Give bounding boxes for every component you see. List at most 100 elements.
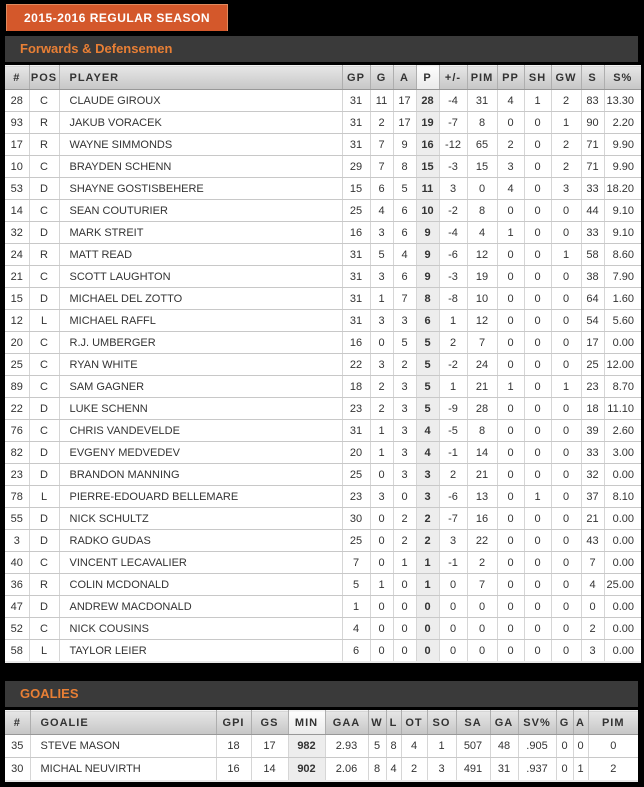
skater-cell-pp: 4 [497, 177, 525, 200]
skater-cell-gw: 0 [551, 309, 582, 332]
skater-cell-p: 3 [416, 485, 440, 508]
skater-cell-player: RADKO GUDAS [59, 529, 343, 552]
skater-cell-pim: 10 [467, 287, 498, 310]
skater-cell-gp: 29 [342, 155, 371, 178]
skater-cell-pp: 0 [497, 419, 525, 442]
goalie-cell-num: 35 [5, 734, 31, 758]
skater-cell-a: 7 [393, 287, 417, 310]
skater-cell-player: SHAYNE GOSTISBEHERE [59, 177, 343, 200]
skater-cell-plusminus: -6 [439, 243, 468, 266]
skater-cell-spct: 12.00 [604, 353, 641, 376]
skater-cell-player: NICK SCHULTZ [59, 507, 343, 530]
skater-cell-gw: 0 [551, 463, 582, 486]
goalie-cell-g: 0 [556, 757, 574, 782]
skater-cell-gp: 31 [342, 133, 371, 156]
skater-cell-num: 3 [5, 529, 30, 552]
skater-row: 53 D SHAYNE GOSTISBEHERE 15 6 5 11 3 0 4 0 3 33 18.20 [5, 177, 641, 200]
skater-cell-pim: 21 [467, 375, 498, 398]
skater-col-header-pos: POS [29, 65, 60, 90]
skater-col-header-s: S [581, 65, 605, 90]
skater-cell-s: 90 [581, 111, 605, 134]
skater-cell-pim: 24 [467, 353, 498, 376]
skater-cell-gp: 20 [342, 441, 371, 464]
goalie-cell-min: 982 [288, 734, 326, 758]
skater-cell-p: 8 [416, 287, 440, 310]
skater-cell-pp: 0 [497, 287, 525, 310]
goalie-col-header-g: G [556, 710, 574, 735]
skater-cell-a: 3 [393, 463, 417, 486]
skater-cell-gp: 31 [342, 287, 371, 310]
skater-cell-g: 0 [370, 507, 394, 530]
goalie-col-header-so: SO [427, 710, 457, 735]
goalie-cell-svpct: .905 [518, 734, 557, 758]
skater-cell-a: 0 [393, 639, 417, 663]
skater-cell-pos: D [29, 287, 60, 310]
skater-cell-pos: C [29, 551, 60, 574]
skater-cell-p: 15 [416, 155, 440, 178]
skater-cell-pim: 15 [467, 155, 498, 178]
skater-cell-sh: 1 [524, 89, 552, 112]
skater-cell-num: 17 [5, 133, 30, 156]
skater-col-header-sh: SH [524, 65, 552, 90]
skater-cell-pp: 0 [497, 617, 525, 640]
skater-cell-p: 0 [416, 617, 440, 640]
skater-cell-player: CLAUDE GIROUX [59, 89, 343, 112]
goalies-table: # GOALIE GPI GS MIN GAA W L OT SO SA GA SV% G A PIM 35 ST… [5, 710, 638, 782]
skater-cell-gw: 0 [551, 595, 582, 618]
goalie-col-header-a: A [573, 710, 589, 735]
goalie-row: 35 STEVE MASON 18 17 982 2.93 5 8 4 1 507 48.905 0 0 0 [5, 734, 638, 758]
skater-cell-num: 28 [5, 89, 30, 112]
goalie-cell-ot: 4 [401, 734, 428, 758]
skater-cell-gw: 0 [551, 507, 582, 530]
skater-cell-pim: 65 [467, 133, 498, 156]
goalie-cell-gs: 14 [251, 757, 289, 782]
skater-cell-pim: 28 [467, 397, 498, 420]
skater-cell-sh: 0 [524, 133, 552, 156]
skater-cell-sh: 0 [524, 287, 552, 310]
skater-cell-spct: 0.00 [604, 551, 641, 574]
skater-cell-gw: 0 [551, 551, 582, 574]
skater-cell-pp: 0 [497, 573, 525, 596]
skater-cell-pim: 21 [467, 463, 498, 486]
skater-cell-plusminus: 0 [439, 639, 468, 663]
skater-cell-player: LUKE SCHENN [59, 397, 343, 420]
skater-cell-pos: C [29, 331, 60, 354]
skater-cell-gp: 25 [342, 463, 371, 486]
skater-cell-gw: 0 [551, 573, 582, 596]
skater-cell-spct: 5.60 [604, 309, 641, 332]
skater-cell-plusminus: -3 [439, 265, 468, 288]
skater-cell-spct: 9.10 [604, 199, 641, 222]
goalie-header-row: # GOALIE GPI GS MIN GAA W L OT SO SA GA SV% G A PIM [5, 710, 638, 735]
skater-cell-player: COLIN MCDONALD [59, 573, 343, 596]
skater-cell-num: 52 [5, 617, 30, 640]
skater-cell-pos: C [29, 265, 60, 288]
goalie-cell-w: 5 [368, 734, 387, 758]
skater-cell-player: NICK COUSINS [59, 617, 343, 640]
skater-row: 76 C CHRIS VANDEVELDE 31 1 3 4 -5 8 0 0 0 39 2.60 [5, 419, 641, 442]
skater-cell-gw: 2 [551, 89, 582, 112]
skater-cell-gp: 22 [342, 353, 371, 376]
skater-col-header-plusminus: +/- [439, 65, 468, 90]
skater-cell-s: 64 [581, 287, 605, 310]
skater-cell-num: 23 [5, 463, 30, 486]
skater-cell-gw: 0 [551, 331, 582, 354]
skater-cell-a: 6 [393, 265, 417, 288]
skater-cell-gp: 18 [342, 375, 371, 398]
skater-cell-player: SAM GAGNER [59, 375, 343, 398]
skater-cell-a: 5 [393, 177, 417, 200]
skater-cell-s: 54 [581, 309, 605, 332]
season-tab[interactable]: 2015-2016 REGULAR SEASON [6, 4, 229, 31]
goalie-cell-gs: 17 [251, 734, 289, 758]
skater-cell-player: JAKUB VORACEK [59, 111, 343, 134]
skater-cell-gw: 0 [551, 287, 582, 310]
goalie-col-header-l: L [386, 710, 402, 735]
skater-cell-g: 4 [370, 199, 394, 222]
skater-cell-pim: 19 [467, 265, 498, 288]
skater-header-row: # POS PLAYER GP G A P +/- PIM PP SH GW S S% [5, 65, 641, 90]
skater-cell-player: VINCENT LECAVALIER [59, 551, 343, 574]
skater-cell-s: 43 [581, 529, 605, 552]
skater-cell-pim: 7 [467, 331, 498, 354]
goalie-cell-pim: 0 [588, 734, 638, 758]
goalie-col-header-gs: GS [251, 710, 289, 735]
skater-cell-sh: 0 [524, 309, 552, 332]
